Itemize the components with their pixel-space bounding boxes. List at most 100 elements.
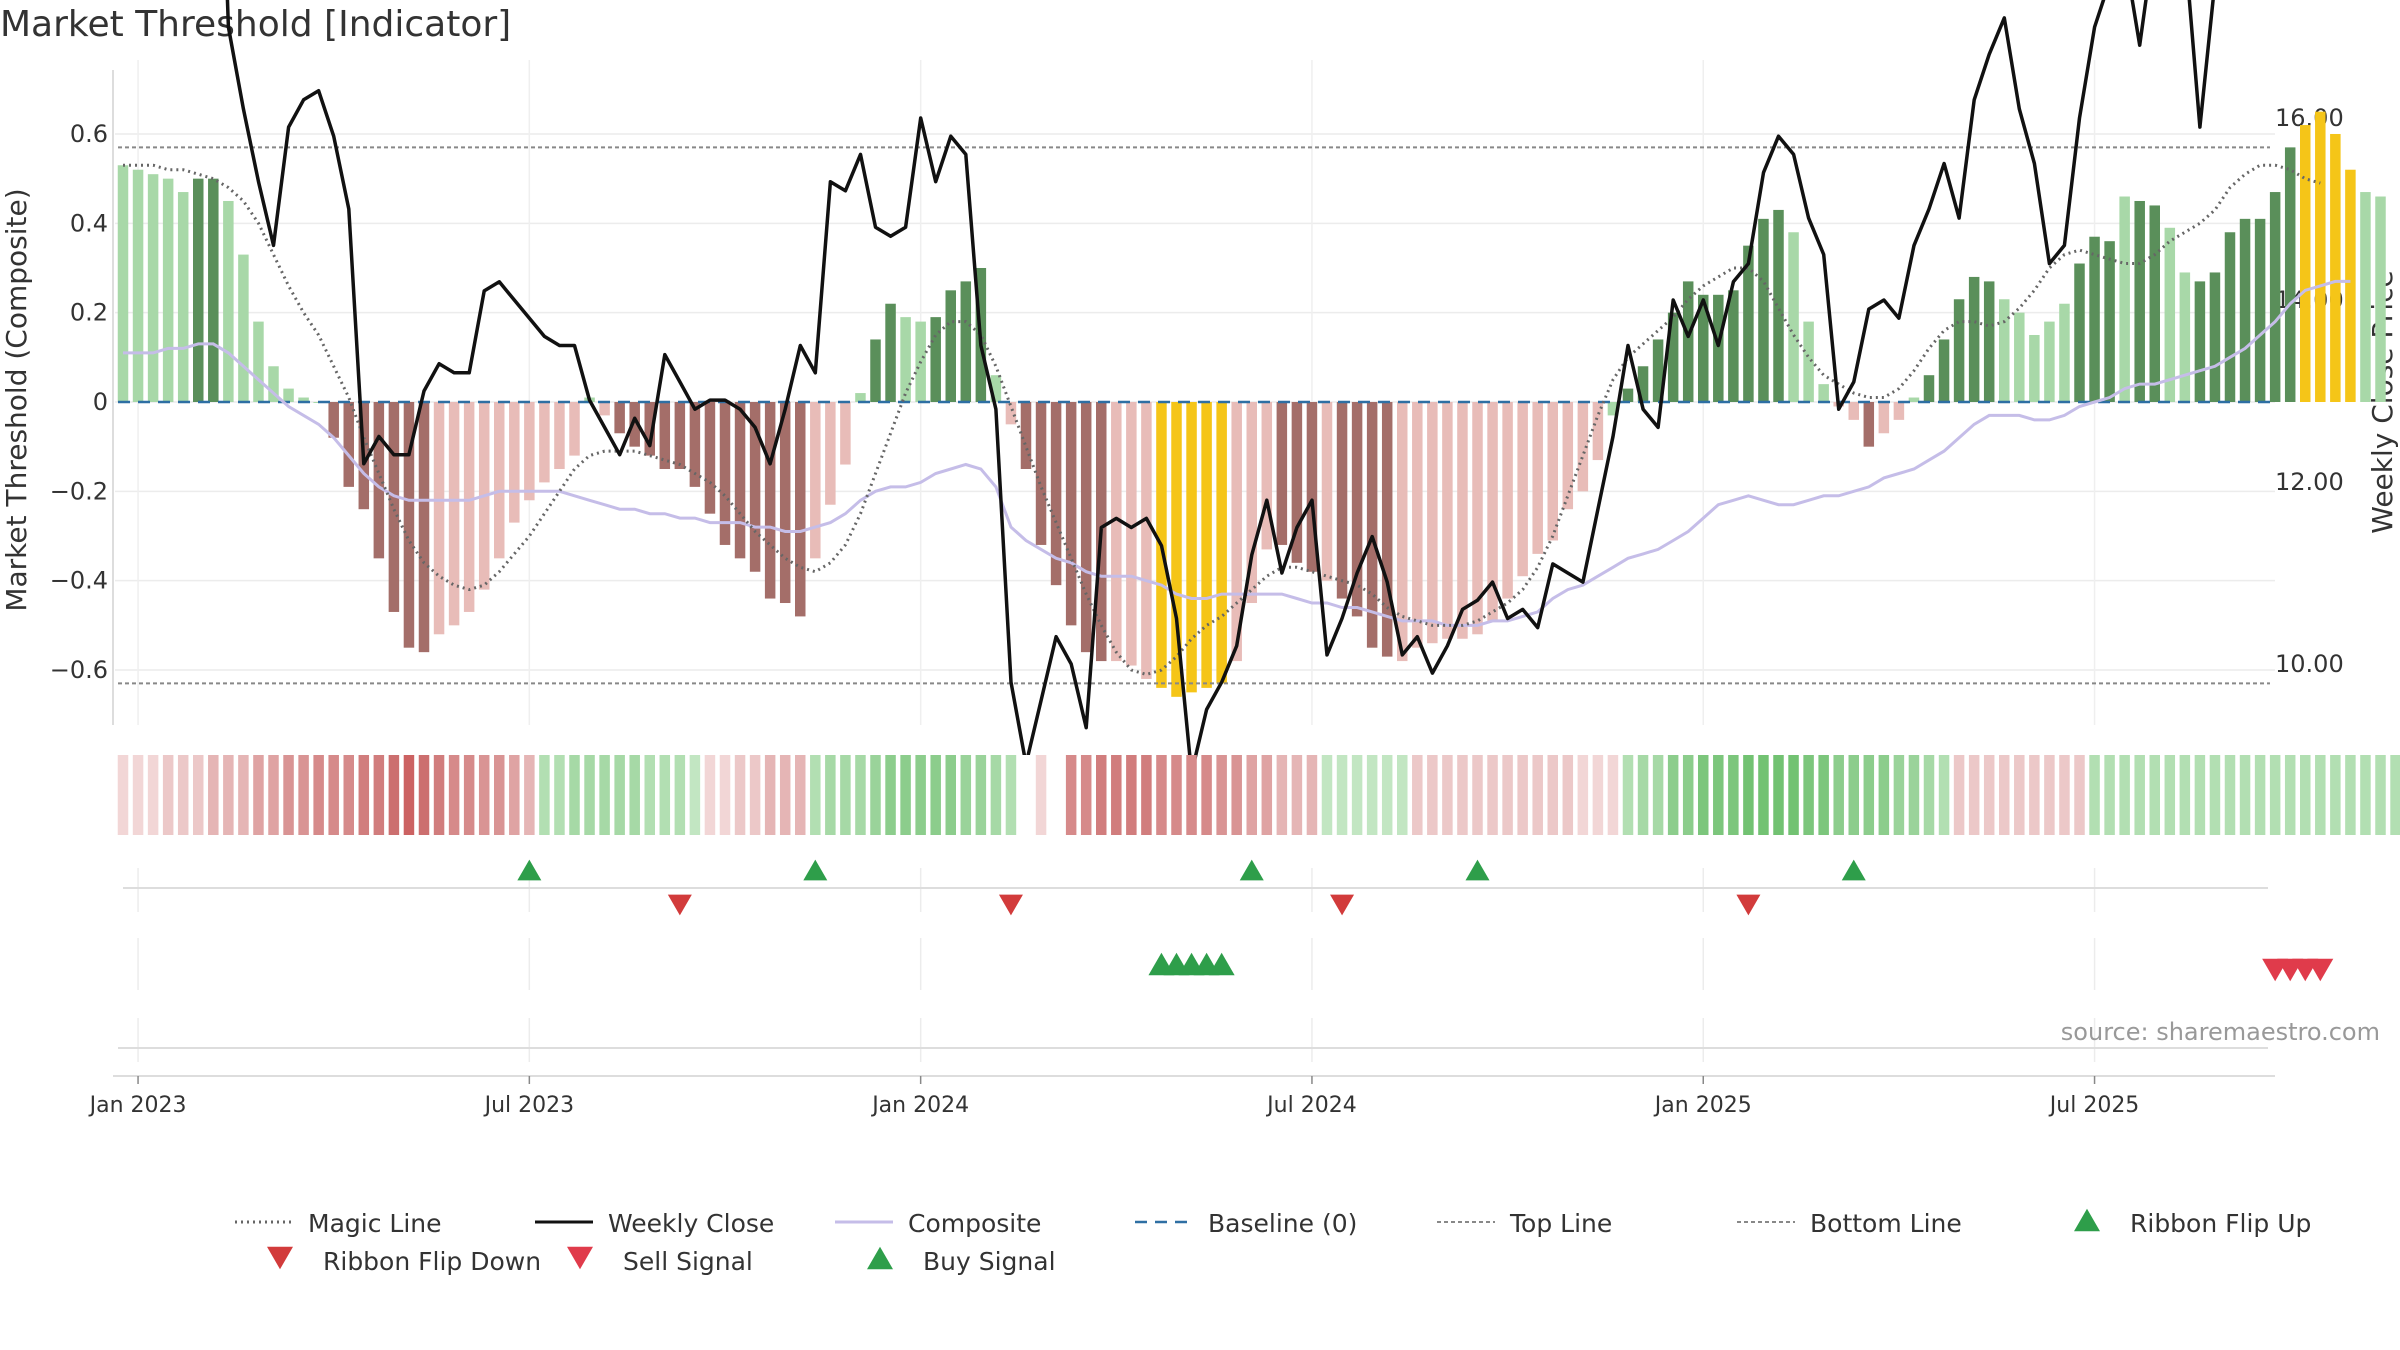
ribbon-cell bbox=[779, 755, 791, 835]
composite-bar bbox=[569, 402, 580, 456]
ribbon-cell bbox=[2074, 755, 2085, 835]
composite-bar bbox=[599, 402, 610, 416]
composite-bar bbox=[1983, 281, 1995, 402]
left-tick-label: −0.4 bbox=[50, 567, 108, 595]
ribbon-cell bbox=[1261, 755, 1273, 835]
ribbon-cell bbox=[1111, 755, 1122, 835]
composite-bar bbox=[1291, 402, 1303, 563]
ribbon-cell bbox=[403, 755, 415, 835]
x-tick-label: Jul 2025 bbox=[2048, 1093, 2140, 1118]
x-tick-label: Jan 2024 bbox=[870, 1093, 969, 1118]
ribbon-cell bbox=[704, 755, 716, 835]
composite-bar bbox=[147, 174, 159, 402]
ribbon-cell bbox=[1968, 755, 1980, 835]
ribbon-cell bbox=[1020, 755, 1032, 835]
composite-bar bbox=[193, 178, 204, 402]
left-tick-label: 0.4 bbox=[70, 209, 108, 237]
x-tick-label: Jan 2025 bbox=[1653, 1093, 1752, 1118]
composite-bar bbox=[1999, 299, 2010, 402]
ribbon-cell bbox=[810, 755, 821, 835]
ribbon-cell bbox=[1427, 755, 1438, 835]
composite-bar bbox=[2134, 200, 2145, 402]
legend-label: Sell Signal bbox=[623, 1247, 753, 1276]
ribbon-cell bbox=[2104, 755, 2115, 835]
legend-label: Top Line bbox=[1509, 1209, 1612, 1238]
composite-bar bbox=[1923, 375, 1935, 402]
ribbon-cell bbox=[930, 755, 941, 835]
ribbon-cell bbox=[900, 755, 911, 835]
ribbon-cell bbox=[629, 755, 640, 835]
reference-lines bbox=[118, 146, 2270, 685]
composite-bar bbox=[1547, 402, 1558, 541]
composite-bar bbox=[1005, 402, 1017, 425]
composite-bar bbox=[1186, 402, 1197, 693]
ribbon-cell bbox=[2029, 755, 2040, 835]
ribbon-cell bbox=[1291, 755, 1303, 835]
ribbon-cell bbox=[1366, 755, 1378, 835]
composite-bar bbox=[1637, 366, 1649, 402]
composite-bar bbox=[1487, 402, 1498, 621]
ribbon-cell bbox=[2360, 755, 2371, 835]
ribbon-cell bbox=[1321, 755, 1333, 835]
composite-bar bbox=[734, 402, 746, 559]
ribbon-cell bbox=[147, 755, 159, 835]
ribbon-cell bbox=[1803, 755, 1814, 835]
ribbon-cell bbox=[358, 755, 370, 835]
composite-bar bbox=[704, 402, 716, 514]
ribbon-cell bbox=[1562, 755, 1574, 835]
sell-signal-marker bbox=[2307, 958, 2334, 982]
ribbon-cell bbox=[840, 755, 851, 835]
ribbon-cell bbox=[313, 755, 324, 835]
legend-label: Composite bbox=[908, 1209, 1041, 1238]
ribbon-cell bbox=[1487, 755, 1498, 835]
legend-swatch bbox=[267, 1246, 293, 1270]
ribbon-cell bbox=[1848, 755, 1859, 835]
ribbon-cell bbox=[554, 755, 565, 835]
composite-bar bbox=[524, 402, 535, 501]
composite-bar bbox=[509, 402, 520, 523]
ribbon-cell bbox=[1953, 755, 1965, 835]
left-tick-label: 0.2 bbox=[70, 299, 108, 327]
ribbon-cell bbox=[584, 755, 595, 835]
composite-bar bbox=[1457, 402, 1468, 639]
ribbon-cell bbox=[2119, 755, 2130, 835]
composite-bar bbox=[1577, 402, 1589, 492]
ribbon-cell bbox=[1351, 755, 1363, 835]
composite-bar bbox=[1050, 402, 1062, 586]
composite-line bbox=[123, 279, 2351, 627]
ribbon-cell bbox=[975, 755, 987, 835]
ribbon-cell bbox=[2254, 755, 2266, 835]
composite-bar bbox=[1968, 276, 1980, 402]
composite-bar bbox=[1306, 402, 1318, 572]
ribbon-cell bbox=[644, 755, 655, 835]
ribbon-cell bbox=[870, 755, 881, 835]
composite-bar bbox=[388, 402, 400, 612]
ribbon-cell bbox=[1682, 755, 1694, 835]
ribbon-cell bbox=[193, 755, 204, 835]
composite-bar bbox=[644, 402, 655, 456]
ribbon-cell bbox=[1577, 755, 1589, 835]
ribbon-cell bbox=[1743, 755, 1754, 835]
weekly-close-line bbox=[225, 0, 2215, 775]
ribbon-cell bbox=[1667, 755, 1679, 835]
ribbon-cell bbox=[2014, 755, 2025, 835]
ribbon-cell bbox=[1216, 755, 1227, 835]
ribbon-cell bbox=[2044, 755, 2055, 835]
ribbon-cell bbox=[1171, 755, 1182, 835]
ribbon-cell bbox=[1502, 755, 1513, 835]
ribbon-flip-down-marker bbox=[1330, 894, 1355, 916]
composite-bar bbox=[1321, 402, 1333, 581]
composite-bar bbox=[132, 169, 144, 402]
composite-bar bbox=[2044, 321, 2055, 402]
ribbon-cell bbox=[2209, 755, 2221, 835]
legend-label: Magic Line bbox=[308, 1209, 442, 1238]
ribbon-cell bbox=[1472, 755, 1483, 835]
composite-bar bbox=[855, 393, 866, 402]
composite-bar bbox=[614, 402, 625, 434]
composite-bar bbox=[629, 402, 640, 447]
x-tick-label: Jan 2023 bbox=[88, 1093, 187, 1118]
composite-bar bbox=[2254, 218, 2266, 402]
composite-bar bbox=[795, 402, 806, 617]
ribbon-cell bbox=[1788, 755, 1799, 835]
